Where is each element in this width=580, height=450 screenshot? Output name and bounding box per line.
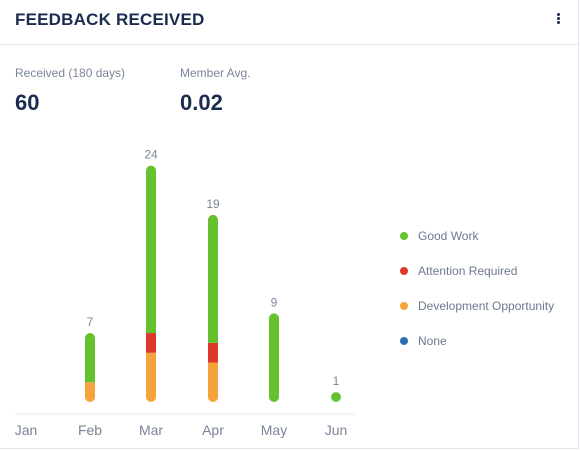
legend-dot-none — [400, 337, 408, 345]
bar-apr[interactable] — [208, 214, 218, 402]
legend-label-development-opportunity: Development Opportunity — [418, 299, 555, 313]
feedback-bar-chart: Jan 7 Feb 24 Mar 19 Apr 9 May 1 Jun — [15, 148, 355, 438]
bar-jun[interactable] — [331, 392, 341, 402]
x-tick-label-mar: Mar — [139, 422, 163, 438]
legend-dot-good-work — [400, 232, 408, 240]
total-label-mar: 24 — [144, 148, 158, 162]
more-options-icon[interactable] — [553, 12, 563, 30]
legend-label-attention-required: Attention Required — [418, 264, 518, 278]
x-tick-label-may: May — [261, 422, 287, 438]
member-avg-value: 0.02 — [180, 90, 223, 115]
bar-segment-feb-development-opportunity[interactable] — [85, 382, 95, 402]
x-tick-label-feb: Feb — [78, 422, 102, 438]
bar-segment-feb-good-work[interactable] — [85, 333, 95, 383]
x-tick-label-jan: Jan — [15, 422, 38, 438]
bar-segment-apr-development-opportunity[interactable] — [208, 362, 218, 402]
bar-segment-mar-development-opportunity[interactable] — [146, 352, 156, 402]
bar-feb[interactable] — [85, 333, 95, 402]
card-title: FEEDBACK RECEIVED — [15, 10, 205, 29]
total-label-apr: 19 — [206, 197, 220, 211]
legend-label-good-work: Good Work — [418, 229, 479, 243]
legend-dot-development-opportunity — [400, 302, 408, 310]
bar-segment-jun-good-work[interactable] — [331, 392, 341, 402]
legend-dot-attention-required — [400, 267, 408, 275]
card-header: FEEDBACK RECEIVED — [0, 0, 579, 45]
member-avg-label: Member Avg. — [180, 66, 251, 80]
bar-mar[interactable] — [146, 165, 156, 402]
bar-segment-mar-good-work[interactable] — [146, 165, 156, 334]
x-tick-label-apr: Apr — [202, 422, 224, 438]
total-label-jun: 1 — [333, 374, 340, 388]
bar-segment-apr-attention-required[interactable] — [208, 342, 218, 363]
bar-segment-apr-good-work[interactable] — [208, 214, 218, 343]
bar-segment-may-good-work[interactable] — [269, 313, 279, 402]
total-label-feb: 7 — [87, 315, 94, 329]
bar-segment-mar-attention-required[interactable] — [146, 333, 156, 353]
received-label: Received (180 days) — [15, 66, 126, 80]
received-value: 60 — [15, 90, 40, 115]
legend-label-none: None — [418, 334, 447, 348]
total-label-may: 9 — [271, 295, 278, 309]
x-tick-label-jun: Jun — [325, 422, 348, 438]
bar-may[interactable] — [269, 313, 279, 402]
